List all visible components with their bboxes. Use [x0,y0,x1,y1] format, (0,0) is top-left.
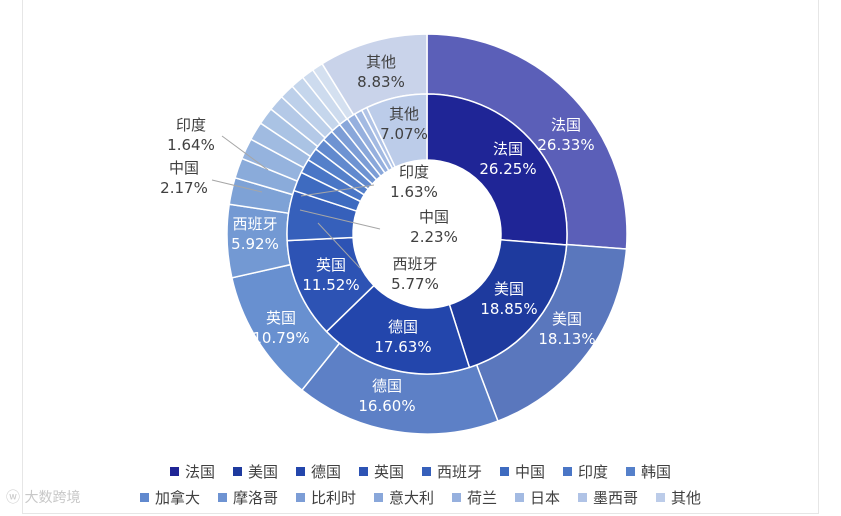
legend-label-7: 韩国 [641,462,672,481]
watermark-icon: ⓦ [6,490,25,506]
legend-label-12: 荷兰 [467,488,498,507]
legend: 法国 美国 德国 英国 西班牙 中国 印度 韩国 加拿大 摩洛哥 比利时 意大利 荷兰 日本 墨西哥 其他 [0,458,841,510]
outer-label-name-2: 德国 [372,377,402,395]
inner-label-name-0: 法国 [493,140,523,158]
outer-label-name-4: 西班牙 [232,215,277,233]
watermark-text: 大数跨境 [24,490,81,506]
outer-label-pct-7: 8.83% [357,73,405,91]
outer-label-name-3: 英国 [266,309,296,327]
inner-label-name-2: 德国 [388,318,418,336]
outer-label-name-1: 美国 [552,310,582,328]
data-labels: 法国 26.25% 美国 18.85% 德国 17.63% 英国 11.52% 西班牙 5.77%… [160,53,595,415]
inner-label-pct-2: 17.63% [374,338,431,356]
legend-swatch-13 [515,492,525,502]
leader-lines [211,135,381,269]
outer-label-pct-1: 18.13% [538,330,595,348]
outer-label-name-5: 中国 [169,159,199,177]
inner-label-pct-0: 26.25% [479,160,536,178]
inner-label-name-4: 西班牙 [392,255,437,273]
legend-item-0: 法国 [169,461,215,482]
legend-item-5: 中国 [500,461,545,482]
inner-slice-15 [365,93,428,169]
outer-label-name-6: 印度 [176,116,206,134]
leader-line-3 [299,209,381,230]
legend-swatch-5 [500,466,510,476]
legend-item-7: 韩国 [626,461,671,482]
leader-line-1 [211,179,263,193]
chart-frame [22,0,819,514]
inner-slice-0 [426,93,568,246]
inner-label-pct-1: 18.85% [480,300,537,318]
legend-label-2: 德国 [310,462,341,481]
outer-ring [226,33,628,435]
leader-line-2 [300,184,375,197]
legend-item-14: 墨西哥 [578,487,638,508]
legend-swatch-15 [656,492,666,502]
legend-swatch-10 [295,492,305,502]
watermark: ⓦ 大数跨境 [6,487,80,507]
outer-label-pct-5: 2.17% [160,179,208,197]
legend-item-1: 美国 [232,461,278,482]
legend-item-4: 西班牙 [422,461,482,482]
inner-ring [286,93,568,375]
legend-swatch-6 [563,466,573,476]
leader-line-4 [317,222,361,269]
legend-swatch-7 [626,466,636,476]
legend-label-3: 英国 [373,462,404,481]
inner-label-name-6: 印度 [399,163,429,181]
legend-item-6: 印度 [563,461,608,482]
legend-item-10: 比利时 [295,487,356,508]
legend-swatch-8 [139,492,149,502]
legend-swatch-2 [295,466,305,476]
outer-label-pct-3: 10.79% [252,329,309,347]
legend-swatch-1 [232,466,242,476]
inner-label-pct-4: 5.77% [391,275,439,293]
outer-label-name-7: 其他 [366,53,396,71]
outer-label-pct-0: 26.33% [537,136,594,154]
inner-label-name-5: 中国 [419,208,449,226]
inner-label-name-3: 英国 [316,256,346,274]
legend-label-15: 其他 [671,488,702,507]
legend-swatch-12 [452,492,461,502]
legend-item-15: 其他 [656,487,701,508]
legend-swatch-3 [358,466,368,476]
legend-label-13: 日本 [530,488,561,507]
legend-swatch-9 [217,492,227,502]
outer-label-pct-4: 5.92% [231,235,279,253]
legend-swatch-0 [169,466,179,476]
inner-label-name-7: 其他 [389,105,419,123]
legend-label-5: 中国 [515,462,546,481]
legend-label-1: 美国 [247,462,278,481]
inner-label-pct-3: 11.52% [302,276,359,294]
legend-label-10: 比利时 [310,488,356,507]
legend-swatch-11 [373,492,383,502]
legend-label-11: 意大利 [388,488,434,507]
inner-label-pct-7: 7.07% [380,125,428,143]
legend-swatch-4 [422,466,431,476]
legend-item-13: 日本 [515,487,560,508]
legend-label-8: 加拿大 [154,488,200,507]
legend-label-0: 法国 [184,462,215,481]
legend-item-3: 英国 [358,461,404,482]
legend-label-4: 西班牙 [437,462,483,481]
outer-label-name-0: 法国 [551,116,581,134]
legend-item-12: 荷兰 [452,487,497,508]
inner-label-pct-5: 2.23% [410,228,458,246]
outer-label-pct-6: 1.64% [167,136,215,154]
legend-label-14: 墨西哥 [593,488,639,507]
legend-swatch-14 [578,492,588,502]
legend-label-9: 摩洛哥 [232,488,278,507]
legend-label-6: 印度 [578,462,609,481]
leader-line-0 [221,135,269,171]
legend-item-8: 加拿大 [139,487,200,508]
inner-label-pct-6: 1.63% [390,183,438,201]
legend-item-9: 摩洛哥 [217,487,278,508]
legend-item-11: 意大利 [373,487,434,508]
legend-item-2: 德国 [295,461,341,482]
outer-label-pct-2: 16.60% [358,397,415,415]
legend-row-2: 加拿大 摩洛哥 比利时 意大利 荷兰 日本 墨西哥 其他 [0,484,841,510]
inner-label-name-1: 美国 [494,280,524,298]
legend-row-1: 法国 美国 德国 英国 西班牙 中国 印度 韩国 [0,458,841,484]
